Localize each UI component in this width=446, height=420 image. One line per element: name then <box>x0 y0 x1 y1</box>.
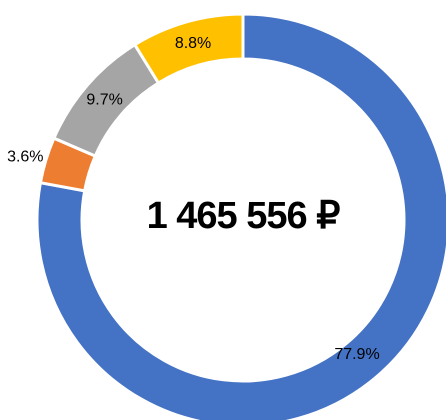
slice <box>132 12 245 86</box>
slice <box>35 12 446 420</box>
slice-label: 9.7% <box>86 91 122 108</box>
slice-label: 77.9% <box>334 346 379 363</box>
slices <box>35 12 446 420</box>
labels: 77.9% 3.6% 9.7% 8.8% <box>7 35 380 363</box>
center-label: 1 465 556 ₽ <box>147 195 341 237</box>
slice-label: 3.6% <box>7 149 43 166</box>
slice-label: 8.8% <box>175 35 211 52</box>
